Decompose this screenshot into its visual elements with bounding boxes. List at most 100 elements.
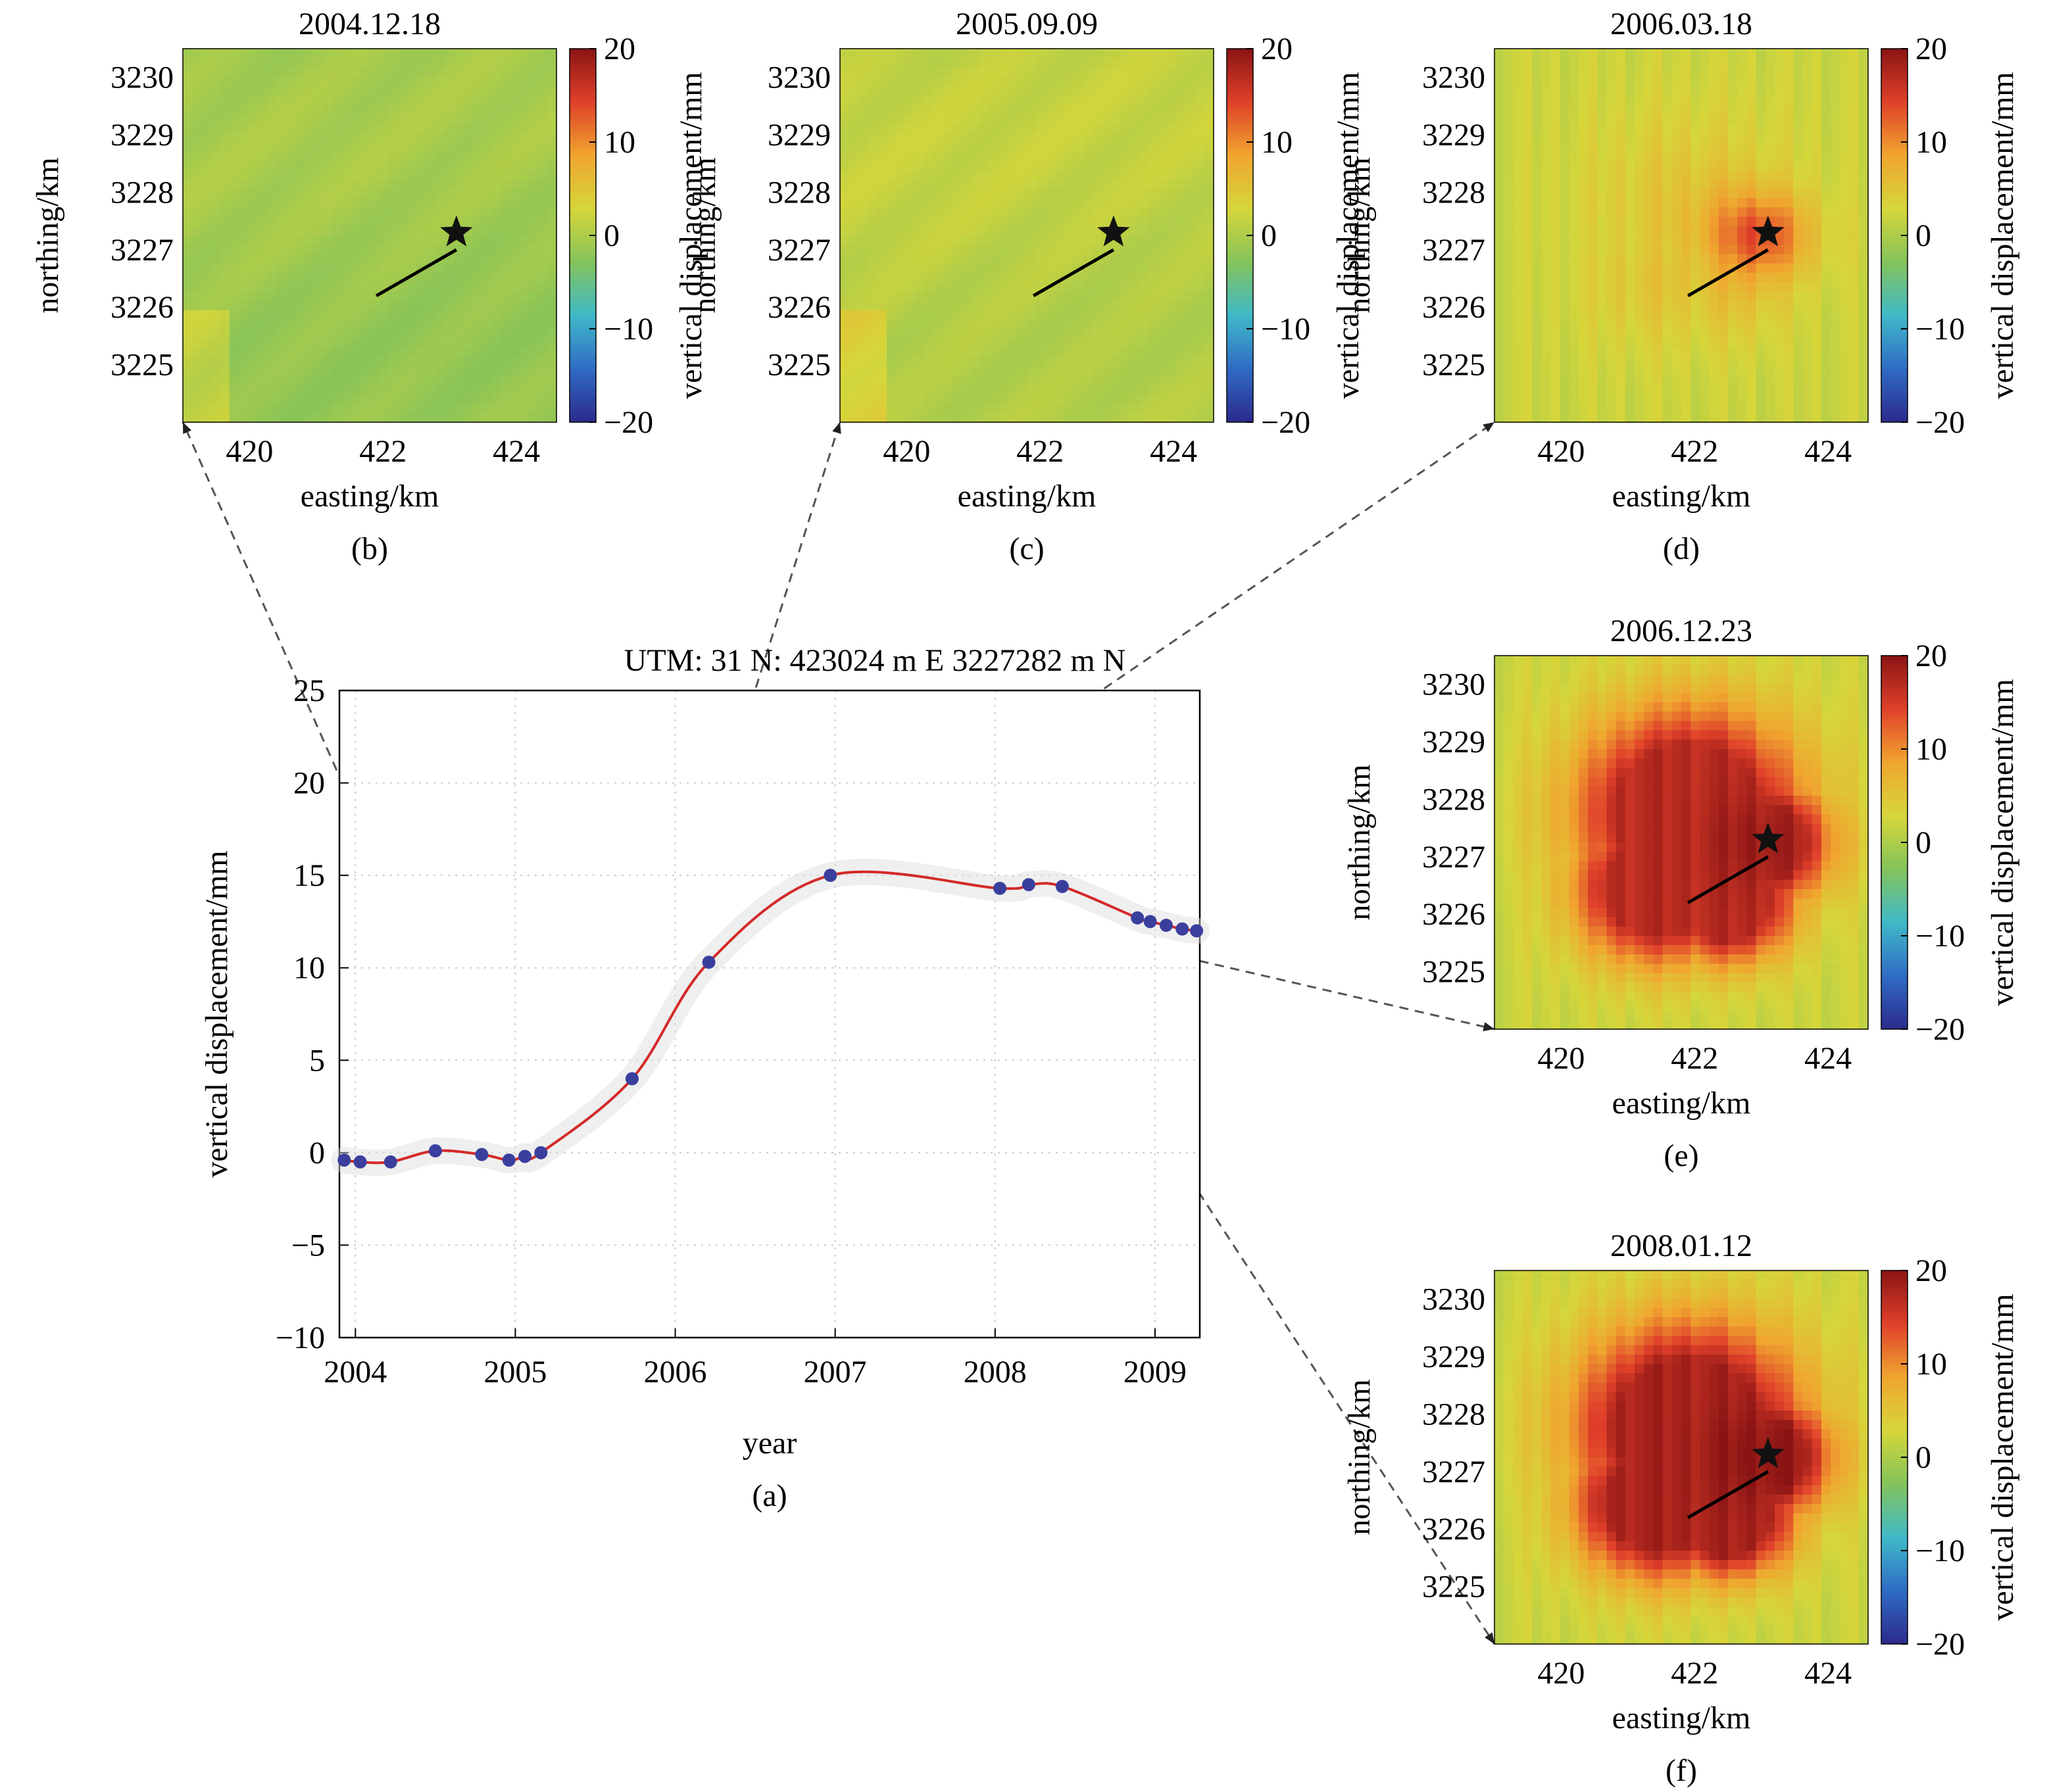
map-cell bbox=[905, 366, 916, 376]
map-cell bbox=[313, 375, 324, 385]
map-cell bbox=[1120, 76, 1130, 87]
map-cell bbox=[1513, 142, 1523, 152]
plot-frame bbox=[338, 689, 1201, 1339]
map-cell bbox=[1504, 58, 1514, 68]
map-cell bbox=[1064, 85, 1074, 96]
map-cell bbox=[989, 58, 999, 68]
map-cell bbox=[1821, 226, 1831, 236]
map-cell bbox=[491, 216, 501, 227]
map-cell bbox=[1821, 245, 1831, 254]
map-cell bbox=[1045, 310, 1056, 320]
map-cell bbox=[1073, 385, 1083, 395]
map-cell bbox=[1139, 189, 1149, 199]
map-cell bbox=[1550, 105, 1560, 114]
map-cell bbox=[1569, 179, 1579, 189]
map-cell bbox=[1148, 123, 1158, 133]
map-cell bbox=[1494, 385, 1504, 395]
map-cell bbox=[1840, 394, 1850, 404]
map-cell bbox=[528, 403, 539, 414]
map-cell bbox=[1110, 95, 1121, 105]
map-cell bbox=[1578, 123, 1589, 133]
map-cell bbox=[1597, 170, 1607, 180]
map-cell bbox=[1110, 132, 1121, 143]
map-cell bbox=[491, 132, 501, 143]
map-cell bbox=[1541, 216, 1551, 227]
map-cell bbox=[1531, 179, 1542, 189]
map-cell bbox=[1644, 85, 1654, 96]
map-cell bbox=[1644, 198, 1654, 208]
map-cell bbox=[1737, 114, 1747, 124]
map-cell bbox=[1849, 272, 1860, 283]
map-cell bbox=[877, 254, 887, 264]
map-cell bbox=[444, 179, 455, 189]
map-cell bbox=[840, 245, 850, 254]
map-cell bbox=[868, 114, 878, 124]
map-cell bbox=[914, 291, 925, 301]
map-cell bbox=[276, 58, 286, 68]
map-cell bbox=[1054, 254, 1065, 264]
map-cell bbox=[896, 151, 906, 161]
map-cell bbox=[1690, 207, 1700, 218]
map-cell bbox=[840, 329, 850, 339]
map-cell bbox=[1185, 375, 1196, 385]
map-cell bbox=[887, 291, 897, 301]
map-cell bbox=[980, 198, 990, 208]
map-cell bbox=[1017, 216, 1027, 227]
map-cell bbox=[840, 319, 850, 329]
map-cell bbox=[849, 301, 859, 311]
map-cell bbox=[351, 319, 361, 329]
map-cell bbox=[1597, 67, 1607, 78]
map-cell bbox=[239, 114, 249, 124]
map-cell bbox=[1737, 319, 1747, 329]
map-cell bbox=[1110, 385, 1121, 395]
map-cell bbox=[952, 282, 962, 292]
map-cell bbox=[952, 142, 962, 152]
map-cell bbox=[1718, 245, 1729, 254]
map-cell bbox=[970, 151, 981, 161]
map-cell bbox=[313, 123, 324, 133]
map-cell bbox=[360, 132, 370, 143]
map-cell bbox=[351, 291, 361, 301]
map-cell bbox=[547, 105, 557, 114]
map-cell bbox=[1588, 216, 1598, 227]
map-cell bbox=[1017, 263, 1027, 274]
map-cell bbox=[1728, 49, 1738, 59]
map-cell bbox=[1017, 198, 1027, 208]
map-cell bbox=[1139, 412, 1149, 423]
map-cell bbox=[1167, 151, 1177, 161]
map-cell bbox=[416, 394, 426, 404]
map-cell bbox=[1513, 49, 1523, 59]
map-cell bbox=[453, 207, 464, 218]
map-cell bbox=[266, 179, 277, 189]
map-cell bbox=[1681, 49, 1691, 59]
map-cell bbox=[1681, 329, 1691, 339]
map-cell bbox=[1812, 160, 1822, 171]
map-cell bbox=[210, 95, 221, 105]
map-cell bbox=[1756, 291, 1766, 301]
map-cell bbox=[416, 123, 426, 133]
map-cell bbox=[1176, 263, 1186, 274]
map-date-title: 2004.12.18 bbox=[299, 7, 441, 41]
map-cell bbox=[1709, 412, 1719, 423]
map-cell bbox=[1083, 338, 1093, 348]
map-cell bbox=[239, 329, 249, 339]
map-cell bbox=[887, 301, 897, 311]
map-cell bbox=[1681, 179, 1691, 189]
map-cell bbox=[1718, 403, 1729, 414]
map-cell bbox=[1606, 235, 1617, 245]
map-cell bbox=[519, 226, 529, 236]
map-cell bbox=[463, 132, 473, 143]
map-cell bbox=[1129, 216, 1139, 227]
map-cell bbox=[1531, 366, 1542, 376]
map-cell bbox=[1110, 310, 1121, 320]
map-date-title: 2006.03.18 bbox=[1610, 7, 1752, 41]
map-cell bbox=[980, 226, 990, 236]
map-cell bbox=[1644, 226, 1654, 236]
map-cell bbox=[1054, 198, 1065, 208]
map-x-tick-label: 422 bbox=[1671, 434, 1718, 469]
map-cell bbox=[1120, 179, 1130, 189]
map-cell bbox=[500, 207, 510, 218]
map-cell bbox=[1858, 263, 1869, 274]
map-cell bbox=[220, 142, 230, 152]
map-cell bbox=[257, 272, 268, 283]
